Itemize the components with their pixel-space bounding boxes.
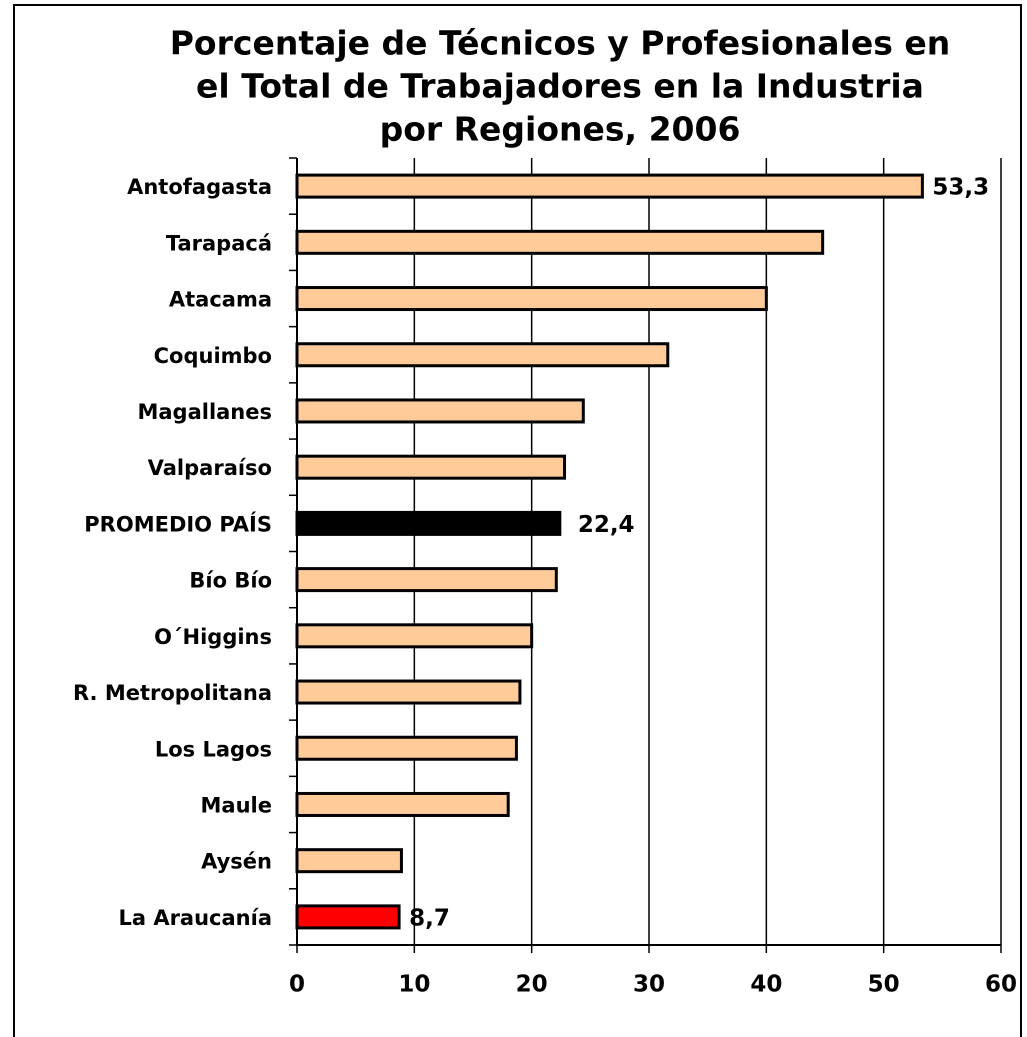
bar <box>295 173 924 199</box>
y-tick-label: Antofagasta <box>127 175 272 199</box>
chart-title: por Regiones, 2006 <box>380 110 741 149</box>
y-tick-label: O´Higgins <box>154 625 272 649</box>
y-tick-label: Tarapacá <box>166 231 272 255</box>
y-tick-label: Atacama <box>169 288 272 312</box>
y-tick-label: Maule <box>201 793 272 817</box>
bar <box>295 229 825 255</box>
bar <box>295 567 558 593</box>
x-tick-label: 50 <box>868 972 900 998</box>
bar <box>295 398 585 424</box>
y-tick-label: Bío Bío <box>189 569 272 593</box>
y-tick-label: Los Lagos <box>155 737 272 761</box>
bar <box>295 510 562 536</box>
bar <box>295 735 518 761</box>
bar <box>295 791 510 817</box>
x-tick-label: 10 <box>398 972 430 998</box>
bar <box>295 679 522 705</box>
chart-title: Porcentaje de Técnicos y Profesionales e… <box>170 24 950 63</box>
data-label: 8,7 <box>409 905 450 931</box>
y-tick-label: La Araucanía <box>118 906 272 930</box>
x-tick-label: 30 <box>633 972 665 998</box>
y-tick-label: PROMEDIO PAÍS <box>84 511 272 536</box>
y-tick-label: Valparaíso <box>148 456 272 480</box>
bar <box>295 286 768 312</box>
data-label: 22,4 <box>578 512 635 538</box>
y-tick-label: Coquimbo <box>154 344 272 368</box>
y-tick-label: R. Metropolitana <box>73 681 272 705</box>
bar <box>295 848 403 874</box>
x-tick-label: 0 <box>289 972 305 998</box>
y-tick-label: Aysén <box>201 850 272 874</box>
frame <box>13 4 1022 1037</box>
x-tick-label: 20 <box>516 972 548 998</box>
chart-title: el Total de Trabajadores en la Industria <box>196 67 924 106</box>
x-tick-label: 40 <box>750 972 782 998</box>
bar <box>295 904 401 930</box>
y-tick-label: Magallanes <box>137 400 272 424</box>
x-tick-label: 60 <box>985 972 1017 998</box>
bar <box>295 454 567 480</box>
bar <box>295 623 534 649</box>
data-label: 53,3 <box>932 175 989 201</box>
bar <box>295 342 670 368</box>
